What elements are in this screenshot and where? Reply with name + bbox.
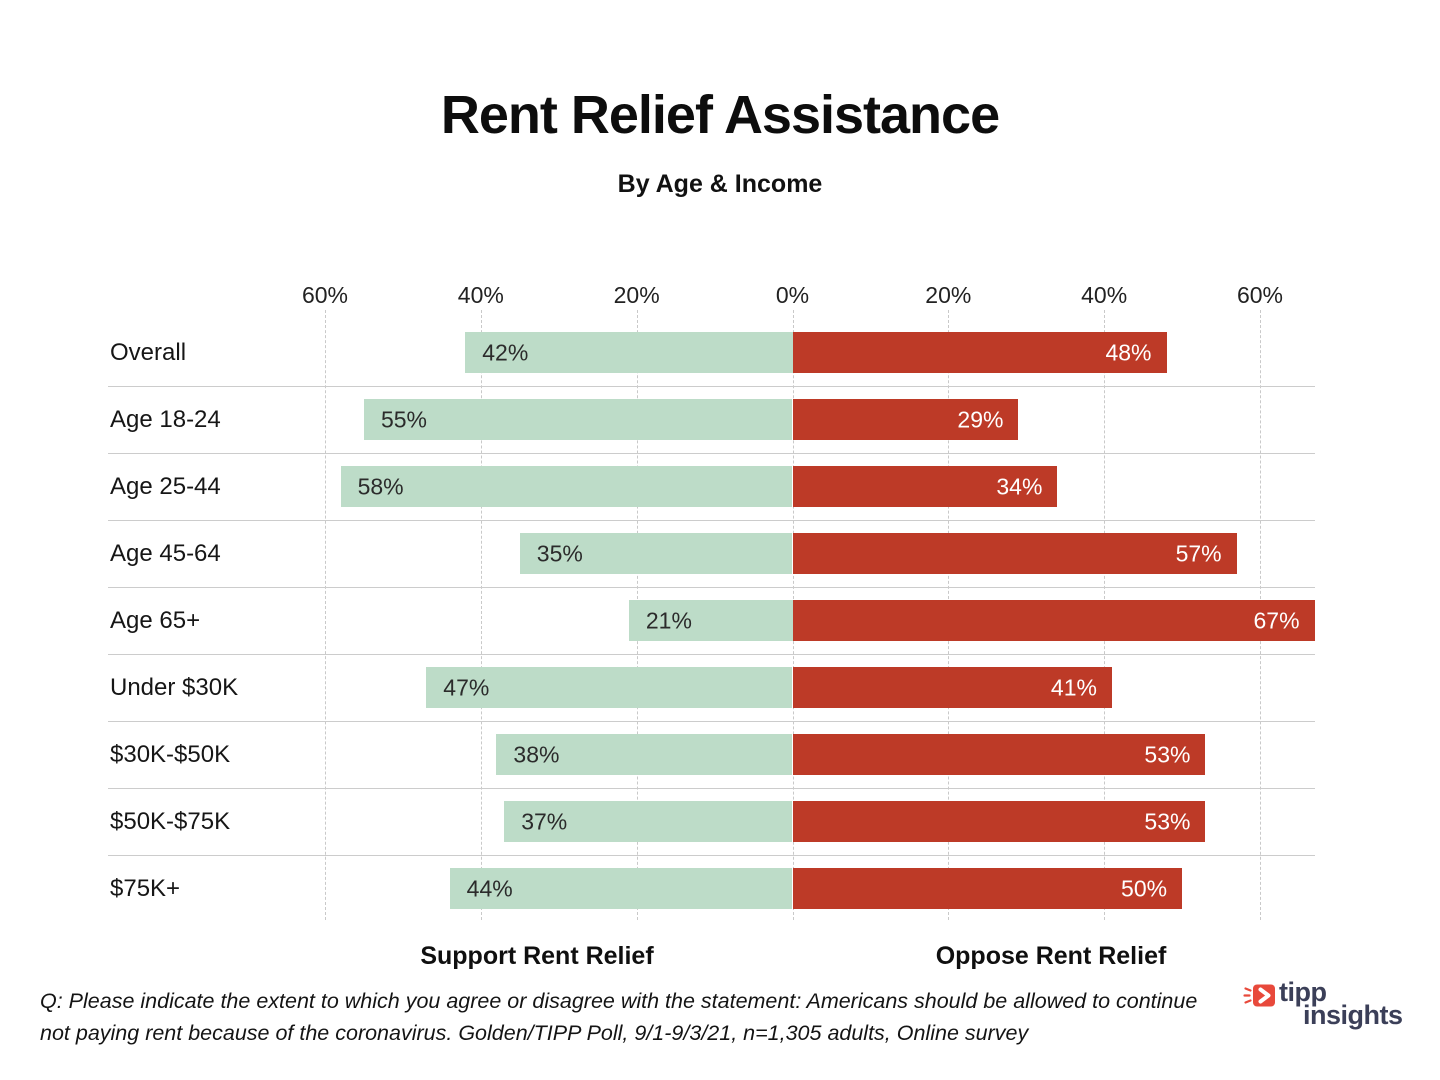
category-label: $30K-$50K [110, 740, 231, 768]
category-label: Age 45-64 [110, 539, 221, 567]
support-bar: 37% [504, 801, 793, 842]
row-separator [108, 520, 1315, 521]
oppose-bar: 53% [792, 801, 1206, 842]
tipp-arrow-icon [1243, 983, 1276, 1014]
axis-gridline [325, 310, 326, 920]
category-label: $50K-$75K [110, 807, 231, 835]
source-note-line2: not paying rent because of the coronavir… [40, 1021, 1029, 1045]
oppose-bar: 41% [792, 667, 1112, 708]
axis-tick-label: 0% [775, 282, 810, 308]
axis-tick-label: 60% [1236, 282, 1284, 308]
axis-tick-label: 40% [457, 282, 504, 308]
category-label: $75K+ [110, 874, 181, 902]
axis-tick-label: 20% [925, 282, 972, 308]
row-separator [108, 453, 1315, 454]
oppose-value-label: 50% [1121, 875, 1168, 901]
oppose-value-label: 34% [996, 473, 1043, 499]
support-bar: 47% [426, 667, 793, 708]
support-value-label: 35% [536, 540, 583, 566]
axis-tick-label: 20% [613, 282, 660, 308]
oppose-value-label: 29% [957, 406, 1004, 432]
source-note: Q: Please indicate the extent to which y… [40, 985, 1250, 1049]
support-value-label: 44% [466, 875, 513, 901]
oppose-bar: 67% [792, 600, 1315, 641]
support-bar: 42% [465, 332, 793, 373]
legend-oppose-label: Oppose Rent Relief [935, 942, 1167, 970]
axis-tick-label: 40% [1081, 282, 1128, 308]
oppose-bar: 53% [792, 734, 1206, 775]
oppose-value-label: 53% [1144, 808, 1191, 834]
support-bar: 38% [496, 734, 793, 775]
row-separator [108, 721, 1315, 722]
source-note-line1: Q: Please indicate the extent to which y… [40, 989, 1198, 1013]
oppose-bar: 57% [792, 533, 1237, 574]
oppose-bar: 50% [792, 868, 1183, 909]
oppose-value-label: 41% [1050, 674, 1097, 700]
row-separator [108, 654, 1315, 655]
support-bar: 55% [363, 399, 793, 440]
oppose-bar: 48% [792, 332, 1167, 373]
category-label: Age 25-44 [110, 472, 221, 500]
logo-line-tipp: tipp [1279, 977, 1327, 1007]
oppose-value-label: 53% [1144, 741, 1191, 767]
support-value-label: 47% [443, 674, 490, 700]
support-value-label: 38% [513, 741, 560, 767]
oppose-value-label: 48% [1105, 339, 1152, 365]
support-value-label: 42% [482, 339, 529, 365]
support-value-label: 37% [521, 808, 568, 834]
category-label: Under $30K [110, 673, 239, 701]
row-separator [108, 788, 1315, 789]
row-separator [108, 587, 1315, 588]
support-bar: 21% [628, 600, 793, 641]
chart-subtitle: By Age & Income [617, 170, 823, 198]
row-separator [108, 386, 1315, 387]
oppose-bar: 34% [792, 466, 1058, 507]
category-label: Age 65+ [110, 606, 201, 634]
row-separator [108, 855, 1315, 856]
support-value-label: 58% [357, 473, 404, 499]
support-value-label: 21% [645, 607, 692, 633]
support-value-label: 55% [380, 406, 427, 432]
chart-title: Rent Relief Assistance [440, 85, 1000, 145]
category-label: Age 18-24 [110, 405, 221, 433]
logo-line-insights: insights [1303, 1000, 1403, 1030]
oppose-bar: 29% [792, 399, 1019, 440]
support-bar: 44% [449, 868, 793, 909]
logo-wordmark: tipp insights [1279, 977, 1403, 1030]
category-label: Overall [110, 338, 187, 366]
tipp-insights-logo: tipp insights [1243, 977, 1403, 1030]
axis-tick-label: 60% [301, 282, 349, 308]
axis-gridline [480, 310, 482, 920]
support-bar: 58% [340, 466, 793, 507]
legend-support-label: Support Rent Relief [420, 942, 654, 970]
oppose-value-label: 57% [1175, 540, 1222, 566]
oppose-value-label: 67% [1253, 607, 1300, 633]
support-bar: 35% [519, 533, 793, 574]
